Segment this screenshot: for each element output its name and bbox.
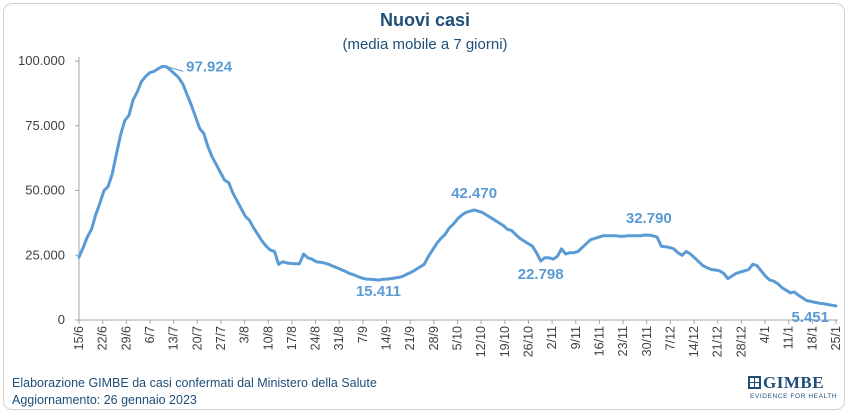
x-tick-label: 22/6 xyxy=(96,326,110,350)
gimbe-logo: GIMBE EVIDENCE FOR HEALTH xyxy=(748,373,838,408)
y-tick-label: 50.000 xyxy=(25,183,65,198)
footer-updated: Aggiornamento: 26 gennaio 2023 xyxy=(12,393,197,407)
x-tick-label: 27/7 xyxy=(214,326,228,350)
x-tick-label: 5/10 xyxy=(451,326,465,350)
footer-source: Elaborazione GIMBE da casi confermati da… xyxy=(12,376,377,390)
x-tick-label: 15/6 xyxy=(72,326,86,350)
data-label: 22.798 xyxy=(518,266,564,283)
x-tick-label: 28/12 xyxy=(734,326,748,357)
y-tick-label: 25.000 xyxy=(25,247,65,262)
x-tick-label: 31/8 xyxy=(332,326,346,350)
x-tick-label: 13/7 xyxy=(167,326,181,350)
y-tick-label: 100.000 xyxy=(18,53,65,68)
x-tick-label: 12/10 xyxy=(474,326,488,357)
x-tick-label: 21/9 xyxy=(403,326,417,350)
chart-subtitle: (media mobile a 7 giorni) xyxy=(342,36,508,53)
x-tick-label: 19/10 xyxy=(498,326,512,357)
chart-frame xyxy=(3,3,845,410)
x-tick-label: 4/1 xyxy=(758,326,772,343)
series-line xyxy=(77,64,838,308)
x-tick-label: 3/8 xyxy=(238,326,252,343)
data-label: 42.470 xyxy=(451,185,497,202)
gimbe-logo-mark xyxy=(748,376,761,389)
x-tick-label: 25/1 xyxy=(829,326,843,350)
data-label: 97.924 xyxy=(186,58,233,75)
x-tick-label: 30/11 xyxy=(640,326,654,356)
x-tick-label: 6/7 xyxy=(143,326,157,343)
data-label: 5.451 xyxy=(791,309,829,326)
chart-title: Nuovi casi xyxy=(379,10,471,30)
annotation-leader xyxy=(166,65,184,72)
x-tick-label: 7/9 xyxy=(356,326,370,343)
x-tick-label: 24/8 xyxy=(309,326,323,350)
x-tick-label: 14/12 xyxy=(687,326,701,357)
x-tick-label: 17/8 xyxy=(285,326,299,350)
x-tick-label: 7/12 xyxy=(663,326,677,350)
x-tick-label: 9/11 xyxy=(569,326,583,349)
x-tick-label: 26/10 xyxy=(521,326,535,357)
x-tick-label: 2/11 xyxy=(545,326,559,349)
x-tick-label: 20/7 xyxy=(190,326,204,350)
x-tick-label: 23/11 xyxy=(616,326,630,356)
x-tick-label: 11/1 xyxy=(782,326,796,349)
y-tick-label: 75.000 xyxy=(25,118,65,133)
x-tick-label: 10/8 xyxy=(261,326,275,350)
x-tick-label: 29/6 xyxy=(119,326,133,350)
gimbe-logo-name: GIMBE xyxy=(763,373,825,392)
x-tick-label: 18/1 xyxy=(805,326,819,350)
x-tick-label: 14/9 xyxy=(380,326,394,350)
y-tick-label: 0 xyxy=(58,312,65,327)
gimbe-logo-tagline: EVIDENCE FOR HEALTH xyxy=(750,393,838,400)
data-label: 15.411 xyxy=(356,283,401,300)
x-tick-label: 16/11 xyxy=(592,326,606,356)
x-tick-label: 21/12 xyxy=(711,326,725,357)
data-label: 32.790 xyxy=(626,210,672,227)
x-tick-label: 28/9 xyxy=(427,326,441,350)
